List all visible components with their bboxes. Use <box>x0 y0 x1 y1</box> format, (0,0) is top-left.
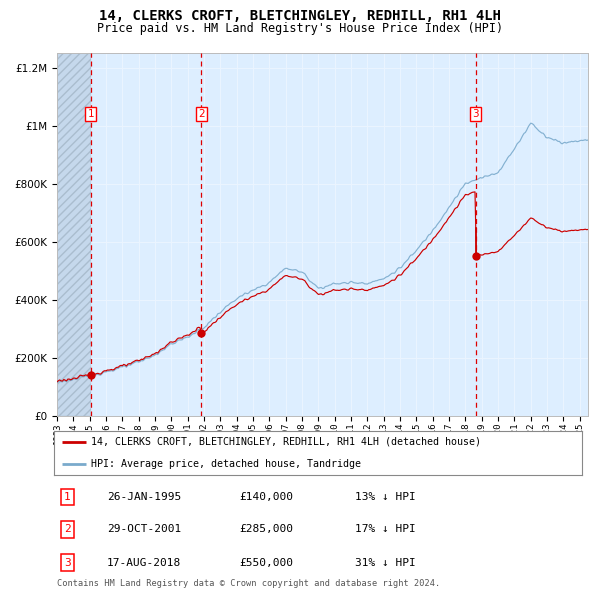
Text: 13% ↓ HPI: 13% ↓ HPI <box>355 493 416 502</box>
Text: £285,000: £285,000 <box>239 525 293 535</box>
Bar <box>91 53 588 416</box>
Text: HPI: Average price, detached house, Tandridge: HPI: Average price, detached house, Tand… <box>91 459 361 469</box>
Text: £140,000: £140,000 <box>239 493 293 502</box>
Text: Contains HM Land Registry data © Crown copyright and database right 2024.
This d: Contains HM Land Registry data © Crown c… <box>57 579 440 590</box>
Text: 1: 1 <box>64 493 71 502</box>
Text: £550,000: £550,000 <box>239 558 293 568</box>
Text: 2: 2 <box>198 109 205 119</box>
Text: 1: 1 <box>88 109 94 119</box>
Text: 26-JAN-1995: 26-JAN-1995 <box>107 493 181 502</box>
Text: 3: 3 <box>64 558 71 568</box>
Text: 17-AUG-2018: 17-AUG-2018 <box>107 558 181 568</box>
Text: 14, CLERKS CROFT, BLETCHINGLEY, REDHILL, RH1 4LH: 14, CLERKS CROFT, BLETCHINGLEY, REDHILL,… <box>99 9 501 23</box>
Text: 14, CLERKS CROFT, BLETCHINGLEY, REDHILL, RH1 4LH (detached house): 14, CLERKS CROFT, BLETCHINGLEY, REDHILL,… <box>91 437 481 447</box>
Text: 31% ↓ HPI: 31% ↓ HPI <box>355 558 416 568</box>
Text: 29-OCT-2001: 29-OCT-2001 <box>107 525 181 535</box>
Text: 3: 3 <box>472 109 479 119</box>
Text: 2: 2 <box>64 525 71 535</box>
Bar <box>57 53 91 416</box>
Text: 17% ↓ HPI: 17% ↓ HPI <box>355 525 416 535</box>
Text: Price paid vs. HM Land Registry's House Price Index (HPI): Price paid vs. HM Land Registry's House … <box>97 22 503 35</box>
